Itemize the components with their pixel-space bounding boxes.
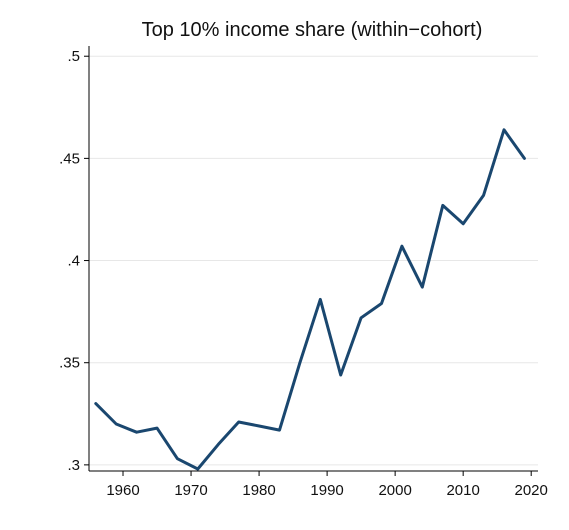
- data-point: [339, 374, 342, 377]
- x-tick-label: 1980: [242, 482, 275, 499]
- data-point: [400, 245, 403, 248]
- data-point: [441, 204, 444, 207]
- y-tick-label: .45: [59, 150, 80, 167]
- chart-title: Top 10% income share (within−cohort): [142, 19, 483, 41]
- data-point: [503, 128, 506, 131]
- x-tick-label: 1960: [106, 482, 139, 499]
- data-point: [462, 222, 465, 225]
- y-tick-label: .4: [67, 253, 80, 270]
- data-point: [217, 443, 220, 446]
- data-point: [360, 316, 363, 319]
- y-tick-label: .5: [67, 48, 80, 65]
- series-line: [94, 128, 526, 471]
- data-point: [319, 298, 322, 301]
- data-point: [523, 157, 526, 160]
- x-tick-label: 2000: [378, 482, 411, 499]
- x-tick-label: 1990: [310, 482, 343, 499]
- data-point: [94, 402, 97, 405]
- x-tick-label: 1970: [174, 482, 207, 499]
- data-point: [176, 457, 179, 460]
- x-tick-label: 2020: [515, 482, 548, 499]
- data-point: [380, 302, 383, 305]
- data-point: [298, 361, 301, 364]
- data-point: [196, 468, 199, 471]
- data-point: [156, 427, 159, 430]
- grid-lines: [89, 55, 538, 466]
- series-layer: [94, 128, 526, 471]
- data-point: [258, 425, 261, 428]
- data-point: [278, 429, 281, 432]
- x-tick-label: 2010: [446, 482, 479, 499]
- data-point: [421, 286, 424, 289]
- y-tick-label: .3: [67, 457, 80, 474]
- data-point: [115, 423, 118, 426]
- y-tick-label: .35: [59, 355, 80, 372]
- axes: .3 .35 .4 .45 .5 1960 1970 1980 1990 2000 2010 2020: [59, 46, 548, 499]
- data-point: [135, 431, 138, 434]
- data-point: [482, 194, 485, 197]
- data-point: [237, 421, 240, 424]
